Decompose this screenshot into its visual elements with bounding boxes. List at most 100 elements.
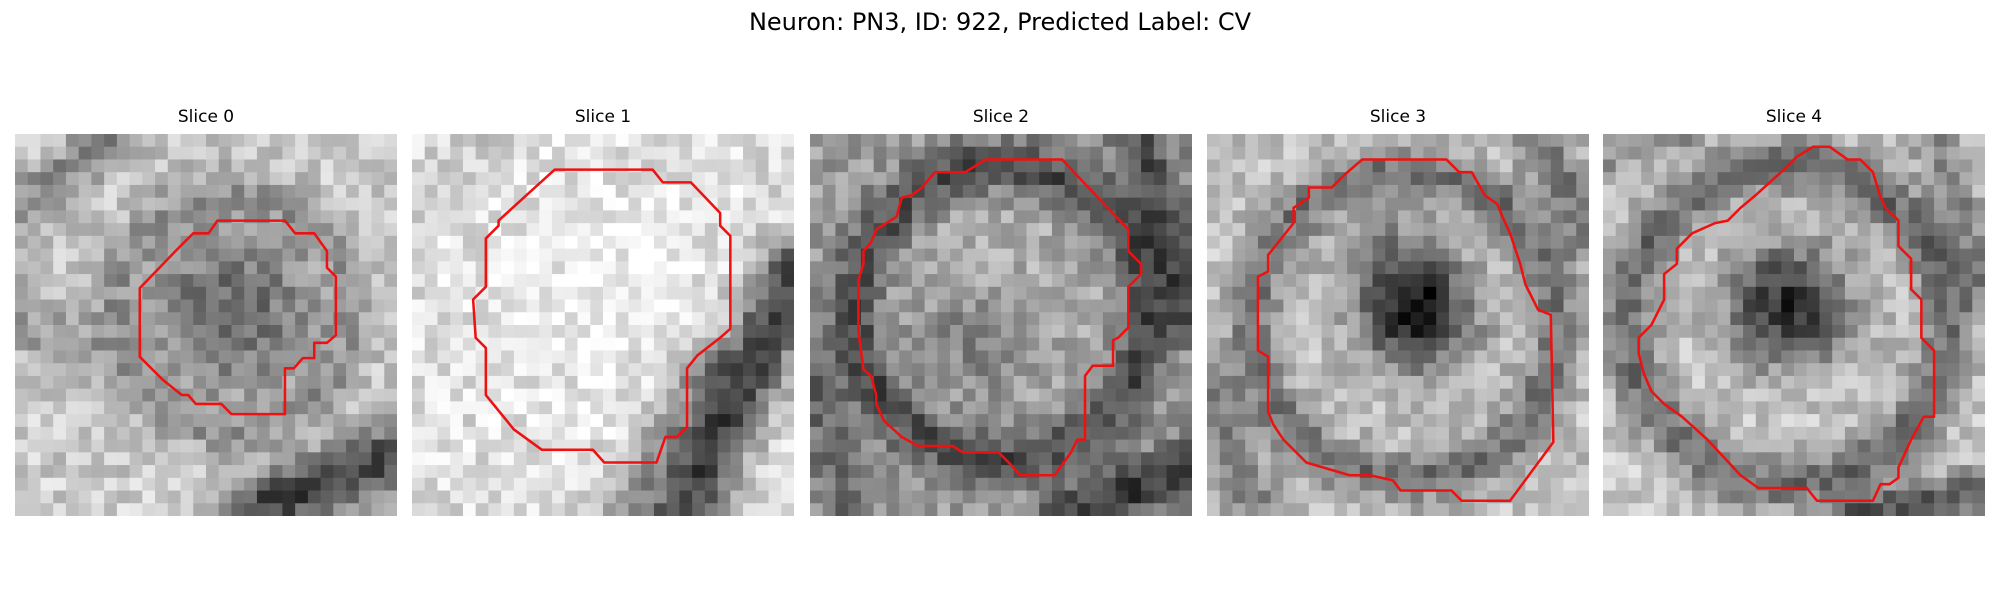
pixel-cell [730,401,744,415]
pixel-cell [641,401,655,415]
pixel-cell [384,235,397,249]
pixel-cell [104,503,118,516]
pixel-cell [937,325,951,339]
pixel-cell [526,452,540,466]
pixel-cell [1026,401,1040,415]
pixel-cell [1512,401,1526,415]
pixel-cell [590,184,604,199]
pixel-cell [1934,223,1948,237]
pixel-cell [1743,146,1757,160]
pixel-cell [513,223,527,237]
pixel-cell [269,146,283,160]
pixel-cell [1039,286,1053,300]
pixel-cell [1525,184,1539,199]
pixel-cell [27,197,41,211]
pixel-cell [768,414,782,428]
pixel-cell [1730,223,1744,237]
pixel-cell [1908,299,1922,313]
pixel-cell [1576,134,1589,148]
pixel-cell [860,414,875,428]
pixel-cell [1525,312,1539,326]
pixel-cell [358,426,372,440]
pixel-cell [65,299,80,313]
pixel-cell [1908,375,1922,390]
pixel-cell [924,477,938,491]
pixel-cell [231,299,245,313]
pixel-cell [1730,261,1744,275]
pixel-cell [1692,197,1706,211]
pixel-cell [937,503,951,516]
pixel-cell [860,490,875,504]
pixel-cell [320,388,334,402]
pixel-cell [1219,325,1233,339]
pixel-cell [295,426,309,440]
pixel-cell [1308,375,1322,390]
pixel-cell [730,439,744,453]
pixel-cell [295,261,309,275]
pixel-cell [513,172,527,186]
pixel-cell [1832,465,1846,479]
pixel-cell [104,439,118,453]
pixel-cell [1153,134,1167,148]
pixel-cell [1806,439,1820,453]
pixel-cell [1166,248,1180,262]
pixel-cell [513,312,527,326]
pixel-cell [155,426,169,440]
pixel-cell [1615,465,1629,479]
pixel-cell [1895,375,1909,390]
pixel-cell [717,146,731,160]
pixel-cell [679,439,693,453]
pixel-cell [666,401,680,415]
pixel-cell [1321,235,1335,249]
pixel-cell [755,146,769,160]
pixel-cell [129,146,143,160]
pixel-cell [437,261,451,275]
pixel-cell [1219,184,1233,199]
pixel-cell [743,337,757,351]
pixel-cell [704,465,718,479]
pixel-cell [1563,325,1577,339]
pixel-cell [412,325,426,339]
pixel-cell [1870,350,1884,364]
pixel-cell [768,452,782,466]
pixel-cell [346,477,360,491]
pixel-cell [911,465,925,479]
pixel-cell [1692,261,1706,275]
pixel-cell [743,210,757,224]
pixel-cell [873,274,887,288]
pixel-cell [91,426,105,440]
pixel-cell [231,286,245,300]
pixel-cell [1972,146,1985,160]
pixel-cell [950,375,964,390]
pixel-cell [755,388,769,402]
pixel-cell [886,350,900,364]
pixel-cell [860,388,875,402]
pixel-cell [358,223,372,237]
pixel-cell [155,197,169,211]
pixel-cell [1270,312,1284,326]
pixel-cell [1039,312,1053,326]
pixel-cell [1487,299,1501,313]
pixel-cell [1857,337,1871,351]
pixel-cell [860,286,875,300]
pixel-cell [1398,134,1412,148]
pixel-cell [1051,401,1066,415]
pixel-cell [91,210,105,224]
pixel-cell [1512,184,1526,199]
pixel-cell [679,261,693,275]
pixel-cell [1347,325,1361,339]
pixel-cell [1576,210,1589,224]
pixel-cell [1844,452,1859,466]
pixel-cell [450,223,464,237]
pixel-cell [346,274,360,288]
pixel-cell [358,274,372,288]
pixel-cell [256,414,271,428]
pixel-cell [704,172,718,186]
pixel-cell [193,388,207,402]
pixel-cell [1499,350,1513,364]
pixel-cell [1461,375,1475,390]
pixel-cell [975,363,989,377]
pixel-cell [1934,452,1948,466]
pixel-cell [768,299,782,313]
pixel-cell [488,172,502,186]
